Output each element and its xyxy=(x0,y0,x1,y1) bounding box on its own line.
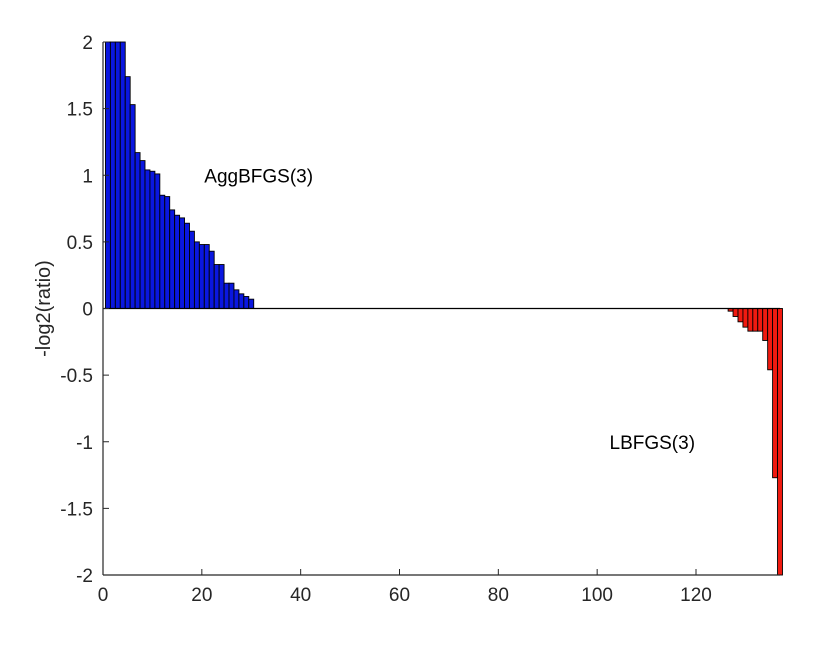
negative-bar xyxy=(742,308,749,328)
y-tick-label: 0 xyxy=(82,300,93,321)
negative-bar xyxy=(767,308,774,371)
positive-bar xyxy=(203,244,210,309)
positive-bar xyxy=(233,289,240,309)
negative-bar xyxy=(762,308,769,341)
positive-bar xyxy=(218,264,225,309)
positive-bar xyxy=(109,41,116,309)
x-tick-label: 100 xyxy=(581,585,613,606)
positive-bar xyxy=(184,222,190,309)
positive-bar xyxy=(144,169,151,309)
bar-layer xyxy=(105,41,783,576)
negative-bar xyxy=(752,308,759,332)
x-tick-label: 0 xyxy=(98,585,109,606)
positive-bar xyxy=(129,104,136,309)
negative-bar xyxy=(777,308,783,576)
positive-bar xyxy=(243,296,250,309)
x-tick-label: 80 xyxy=(488,585,509,606)
positive-bar xyxy=(119,41,126,309)
negative-bar xyxy=(732,308,739,317)
negative-bar xyxy=(747,308,754,332)
positive-bar xyxy=(223,282,230,309)
positive-bar xyxy=(248,298,255,309)
x-tick-label: 40 xyxy=(290,585,311,606)
positive-bar xyxy=(189,230,195,309)
x-tick-label: 120 xyxy=(680,585,712,606)
positive-bar xyxy=(213,264,220,309)
positive-bar xyxy=(228,282,235,309)
positive-bar xyxy=(179,217,185,309)
positive-bar xyxy=(134,152,141,309)
y-tick-label: 1 xyxy=(82,166,93,187)
positive-bar xyxy=(164,196,171,309)
positive-bar xyxy=(208,250,215,309)
y-tick-label: -1.5 xyxy=(60,499,93,520)
positive-bar xyxy=(174,214,181,309)
positive-bar xyxy=(238,293,245,309)
y-tick-label: -1 xyxy=(76,433,93,454)
y-tick-label: -0.5 xyxy=(60,366,93,387)
y-tick-label: -2 xyxy=(76,566,93,587)
negative-bar xyxy=(757,308,764,332)
positive-bar xyxy=(154,173,161,309)
negative-bar xyxy=(737,308,744,323)
positive-bar xyxy=(114,41,121,309)
y-axis-label: -log2(ratio) xyxy=(33,260,55,357)
positive-bar xyxy=(124,76,131,309)
positive-bar xyxy=(169,209,176,309)
positive-bar xyxy=(159,194,166,309)
x-tick-label: 20 xyxy=(191,585,212,606)
positive-bar xyxy=(149,170,156,309)
positive-bar xyxy=(193,241,200,309)
negative-bar xyxy=(772,308,778,479)
y-tick-label: 0.5 xyxy=(67,233,93,254)
x-tick-label: 60 xyxy=(389,585,410,606)
axes: 0 20 40 60 80 100 120 -2 -1.5 -1 -0.5 0 0.5 1 1.5 2 xyxy=(60,33,780,606)
y-tick-label: 2 xyxy=(82,33,93,54)
positive-bar xyxy=(198,244,205,309)
annotation-aggbfgs: AggBFGS(3) xyxy=(204,166,313,187)
annotation-lbfgs: LBFGS(3) xyxy=(610,433,696,454)
y-tick-label: 1.5 xyxy=(67,100,93,121)
positive-bar xyxy=(139,160,146,309)
